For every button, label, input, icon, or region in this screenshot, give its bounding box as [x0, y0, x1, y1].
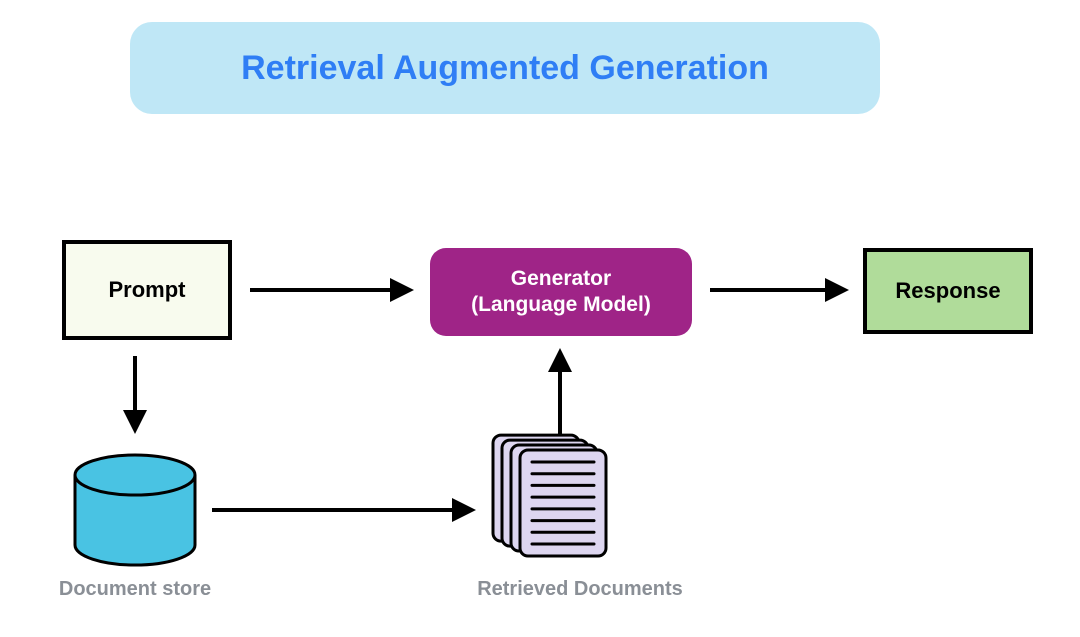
diagram-title-text: Retrieval Augmented Generation: [241, 49, 769, 88]
node-response: Response: [863, 248, 1033, 334]
node-prompt: Prompt: [62, 240, 232, 340]
label-document-store: Document store: [15, 578, 255, 601]
node-generator-label: Generator (Language Model): [471, 266, 651, 319]
node-generator: Generator (Language Model): [430, 248, 692, 336]
diagram-canvas: Retrieval Augmented Generation Prompt Ge…: [0, 0, 1080, 637]
node-response-label: Response: [895, 278, 1000, 304]
node-prompt-label: Prompt: [109, 277, 186, 303]
label-retrieved-documents: Retrieved Documents: [450, 578, 710, 601]
diagram-title: Retrieval Augmented Generation: [130, 22, 880, 114]
